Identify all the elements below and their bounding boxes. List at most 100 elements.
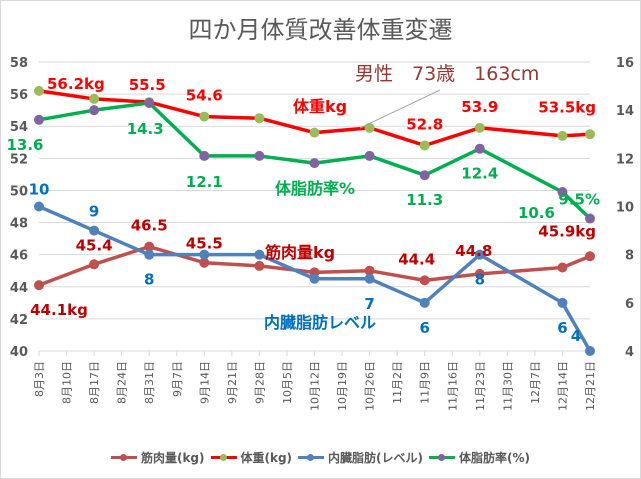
x-axis-tick-label: 11月16日 bbox=[446, 361, 459, 411]
data-point bbox=[419, 170, 430, 181]
legend-item: 筋肉量(kg) bbox=[110, 449, 205, 466]
data-point bbox=[144, 249, 155, 260]
data-point bbox=[309, 273, 320, 284]
x-axis-tick-label: 11月2日 bbox=[391, 361, 404, 404]
data-point bbox=[364, 273, 375, 284]
data-point bbox=[199, 257, 210, 268]
x-axis-tick-label: 12月7日 bbox=[529, 361, 542, 404]
data-label: 46.5 bbox=[131, 217, 168, 235]
left-axis-tick-label: 56 bbox=[10, 88, 28, 103]
data-label: 12.4 bbox=[461, 165, 498, 183]
data-label: 13.6 bbox=[6, 136, 43, 154]
left-axis-tick-label: 52 bbox=[10, 152, 28, 167]
x-axis-tick-label: 10月5日 bbox=[281, 361, 294, 404]
data-point bbox=[419, 297, 430, 308]
data-point bbox=[585, 346, 595, 356]
data-point bbox=[89, 93, 100, 104]
left-axis-tick-label: 58 bbox=[10, 56, 28, 71]
data-label: 55.5 bbox=[129, 76, 166, 94]
left-axis-tick-label: 48 bbox=[10, 217, 28, 232]
data-point bbox=[419, 275, 430, 286]
series-annotation: 体脂肪率% bbox=[275, 179, 355, 198]
data-labels: 44.1kg 45.4 46.5 45.5 44.4 44.8 45.9kg 56.2kg 55… bbox=[6, 75, 600, 345]
series-annotation: 内臓脂肪レベル bbox=[264, 313, 376, 332]
x-axis-tick-label: 12月14日 bbox=[556, 361, 569, 411]
legend-line-icon bbox=[429, 454, 456, 461]
legend-label: 体重(kg) bbox=[240, 451, 293, 465]
data-point bbox=[474, 143, 485, 154]
data-label: 8 bbox=[475, 271, 485, 289]
data-point bbox=[254, 150, 265, 161]
data-point bbox=[89, 105, 100, 116]
chart-subtitle: 男性 73歳 163cm bbox=[355, 63, 539, 85]
data-point bbox=[474, 268, 485, 279]
data-point bbox=[199, 249, 210, 260]
data-point bbox=[364, 122, 375, 133]
legend-marker-icon bbox=[219, 454, 227, 461]
data-label: 45.5 bbox=[186, 235, 223, 253]
x-axis-tick-label: 8月17日 bbox=[88, 361, 101, 404]
data-point bbox=[557, 130, 568, 141]
data-label: 45.9kg bbox=[538, 222, 596, 240]
x-axis-tick-label: 10月12日 bbox=[309, 361, 322, 411]
legend-item: 体重(kg) bbox=[210, 449, 293, 466]
data-label: 14.3 bbox=[127, 120, 164, 138]
x-axis-tick-label: 8月10日 bbox=[61, 361, 74, 404]
data-point bbox=[474, 122, 485, 133]
data-label: 45.4 bbox=[76, 236, 113, 254]
x-axis-tick-label: 10月26日 bbox=[364, 361, 377, 411]
legend-item: 内臓脂肪(レベル) bbox=[298, 449, 423, 466]
data-point bbox=[557, 297, 568, 308]
data-point bbox=[557, 262, 568, 273]
legend-line-icon bbox=[298, 454, 325, 461]
data-label: 11.3 bbox=[406, 191, 443, 209]
legend-label: 内臓脂肪(レベル) bbox=[328, 451, 424, 465]
data-point bbox=[254, 113, 265, 124]
legend: 筋肉量(kg) 体重(kg) 内臓脂肪(レベル) 体脂肪率(%) bbox=[0, 449, 641, 466]
legend-marker-icon bbox=[438, 454, 446, 461]
data-point bbox=[364, 265, 375, 276]
data-label: 12.1 bbox=[186, 173, 223, 191]
legend-label: 体脂肪率(%) bbox=[459, 451, 531, 465]
series-annotation: 体重kg bbox=[293, 97, 347, 116]
x-axis-tick-label: 9月7日 bbox=[171, 361, 184, 397]
left-axis-tick-label: 40 bbox=[10, 345, 28, 360]
series-annotation: 筋肉量kg bbox=[264, 243, 335, 262]
x-axis-tick-label: 11月30日 bbox=[501, 361, 514, 411]
x-axis-tick-label: 11月23日 bbox=[474, 361, 487, 411]
right-axis-tick-label: 6 bbox=[625, 297, 634, 312]
left-axis-tick-label: 42 bbox=[10, 313, 28, 328]
data-point bbox=[144, 97, 155, 108]
data-point bbox=[474, 249, 485, 260]
x-axis-tick-label: 10月19日 bbox=[336, 361, 349, 411]
data-point bbox=[199, 111, 210, 122]
left-axis-tick-label: 50 bbox=[10, 184, 28, 199]
data-point bbox=[34, 280, 44, 291]
data-label: 54.6 bbox=[186, 87, 223, 105]
data-label: 10.6 bbox=[518, 204, 555, 222]
right-axis-tick-label: 16 bbox=[616, 56, 634, 71]
data-point bbox=[199, 150, 210, 161]
data-label: 8 bbox=[144, 271, 154, 289]
x-axis-tick-label: 9月21日 bbox=[226, 361, 239, 404]
data-label: 6 bbox=[419, 319, 429, 337]
data-label: 56.2kg bbox=[47, 75, 105, 93]
data-point bbox=[254, 260, 265, 271]
data-point bbox=[309, 158, 320, 169]
data-point bbox=[89, 259, 100, 270]
data-label: 4 bbox=[571, 327, 581, 345]
data-point bbox=[34, 201, 44, 212]
data-point bbox=[34, 85, 44, 96]
data-label: 44.1kg bbox=[30, 301, 88, 319]
data-point bbox=[364, 150, 375, 161]
data-point bbox=[89, 225, 100, 236]
right-axis-tick-label: 12 bbox=[616, 152, 634, 167]
right-axis-tick-label: 10 bbox=[616, 201, 634, 216]
data-point bbox=[585, 213, 595, 224]
x-axis-tick-label: 9月14日 bbox=[198, 361, 211, 404]
data-label: 10 bbox=[29, 181, 50, 199]
legend-marker-icon bbox=[119, 454, 127, 461]
